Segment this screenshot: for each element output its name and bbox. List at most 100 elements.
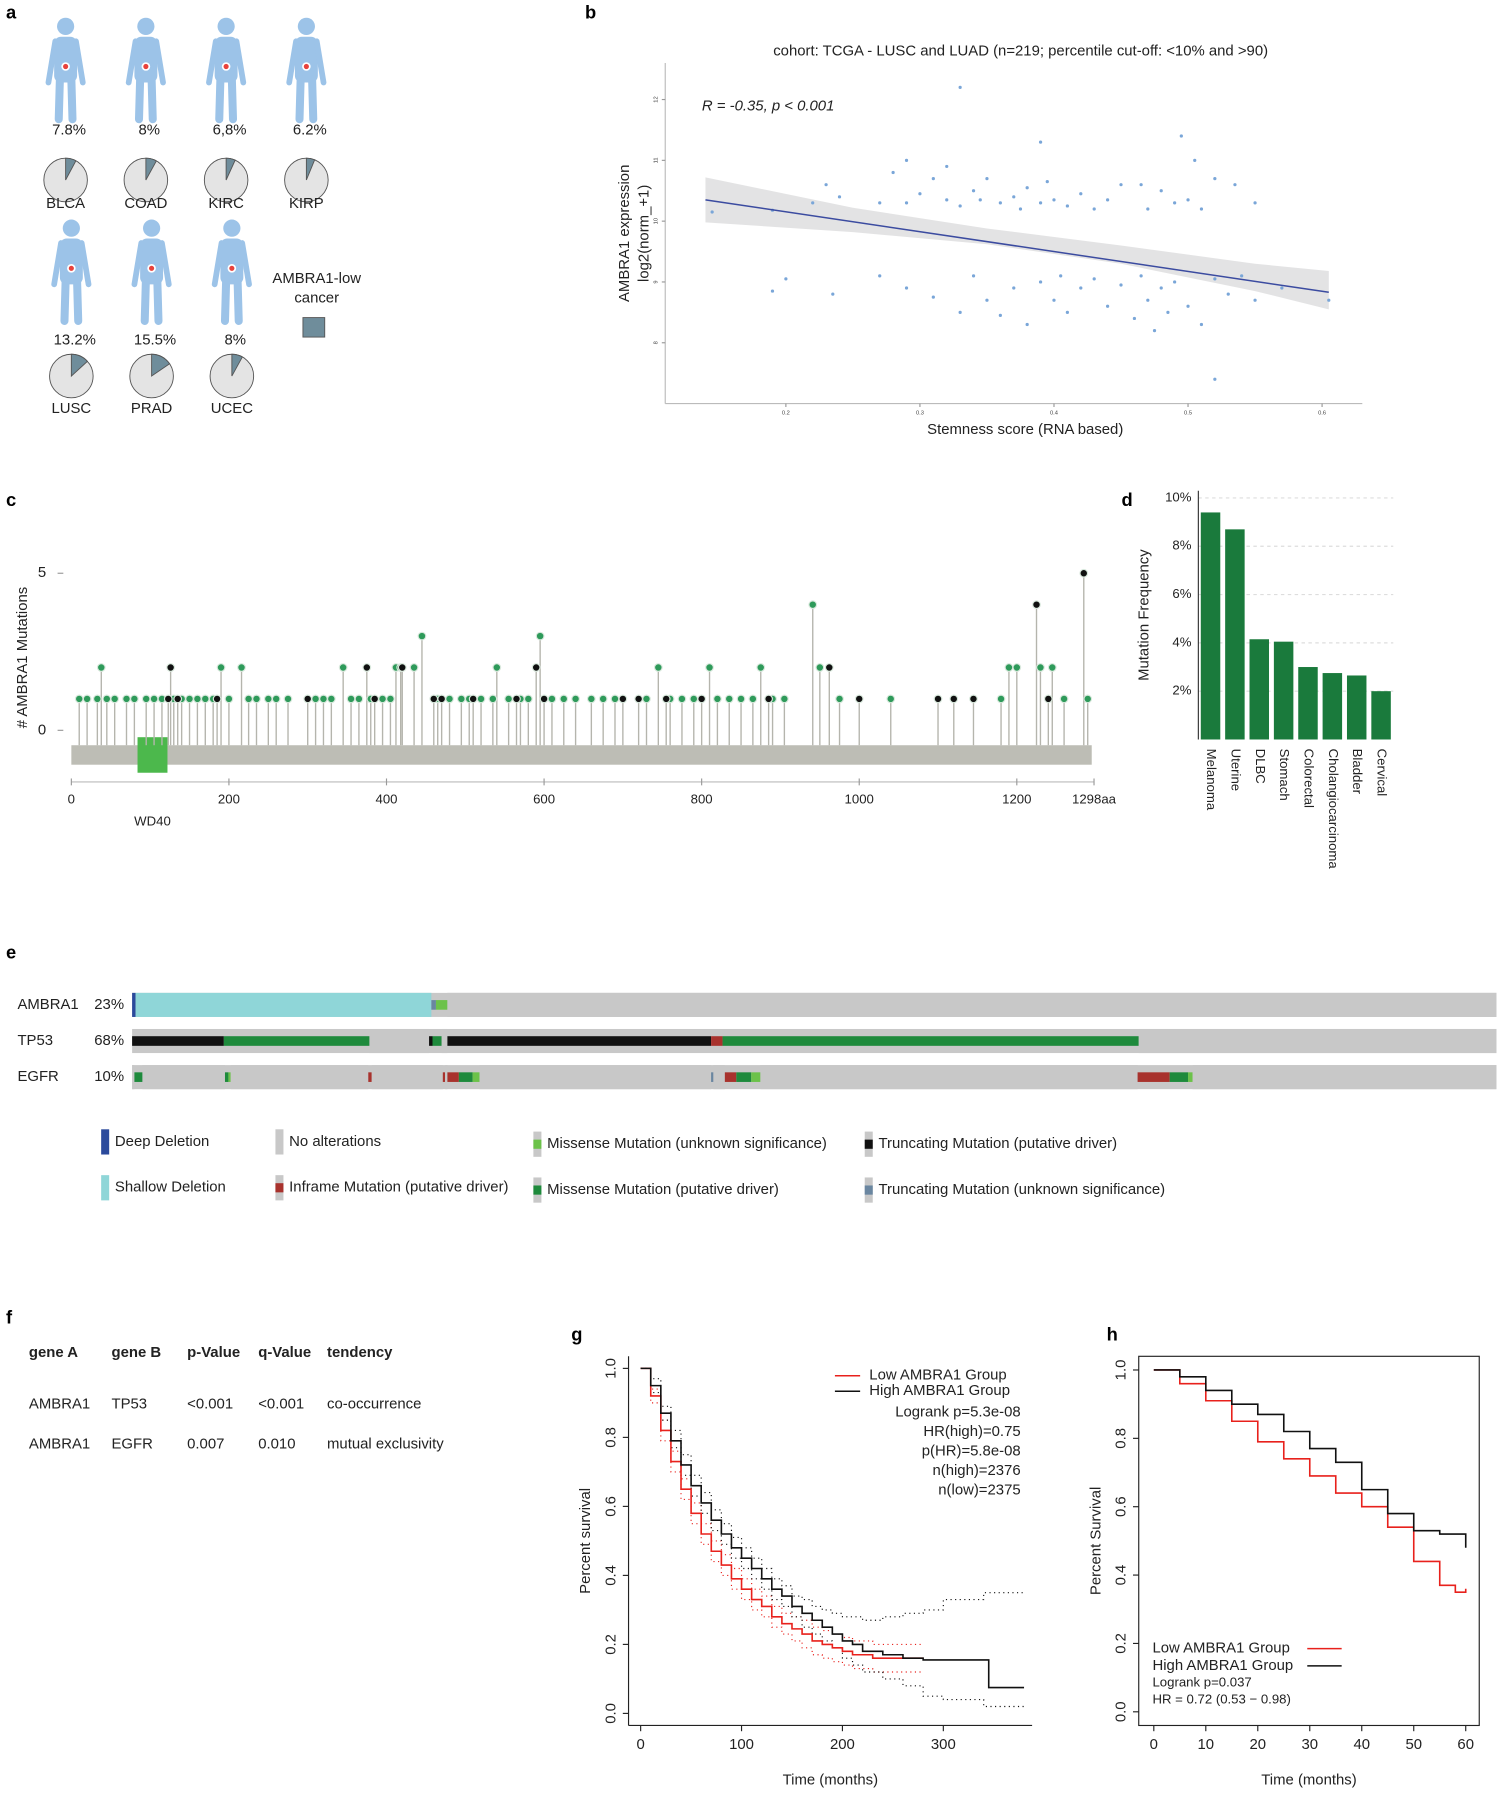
body-head <box>137 17 155 35</box>
annotation: Logrank p=5.3e-08 <box>895 1404 1020 1420</box>
scatter-point <box>998 201 1002 205</box>
tumor-dot <box>147 263 156 273</box>
lollipop-head <box>193 694 202 704</box>
body-arm <box>233 38 247 86</box>
x-tick-label: 800 <box>691 792 713 807</box>
gene-label: TP53 <box>17 1033 53 1049</box>
tumor-dot <box>67 263 76 273</box>
tumor-dot <box>221 62 231 71</box>
lollipop-head <box>271 694 281 704</box>
scatter-point <box>931 295 935 299</box>
scatter-point <box>1213 277 1217 281</box>
table-cell: 0.007 <box>187 1437 224 1453</box>
legend-label: Deep Deletion <box>115 1134 209 1150</box>
scatter-point <box>958 310 962 314</box>
body-leg <box>134 75 145 124</box>
y-axis-label: Percent Survival <box>1088 1487 1104 1595</box>
y-tick-label: 5 <box>38 565 46 581</box>
body-icon <box>125 17 166 124</box>
pie-slice <box>70 353 89 378</box>
lollipop-head <box>263 694 273 704</box>
scatter-point <box>931 176 935 181</box>
annotation: n(low)=2375 <box>938 1482 1020 1498</box>
x-tick-label: 300 <box>931 1737 956 1753</box>
body-arm <box>286 38 299 86</box>
lollipop-head <box>488 694 498 704</box>
x-tick-label: Bladder <box>1350 749 1365 795</box>
lollipop-head <box>1043 694 1053 704</box>
x-tick-label: 10 <box>1198 1737 1215 1753</box>
alteration-percent: 10% <box>94 1069 124 1085</box>
x-tick-label: 100 <box>729 1737 754 1753</box>
scatter-point <box>958 204 962 208</box>
x-tick-label: Cervical <box>1375 749 1390 797</box>
x-tick-label: 600 <box>533 792 555 807</box>
body-arm <box>51 240 64 288</box>
body-torso <box>54 36 78 83</box>
body-arm <box>159 240 172 288</box>
lollipop-head <box>417 631 427 641</box>
x-tick-label: DLBC <box>1253 749 1268 785</box>
table-cell: mutual exclusivity <box>327 1437 444 1453</box>
body-leg <box>140 276 150 326</box>
scatter-point <box>1132 316 1137 321</box>
body-leg <box>147 75 157 124</box>
scatter-point <box>1012 286 1016 290</box>
x-tick-label: 50 <box>1405 1737 1422 1753</box>
lollipop-head <box>82 694 92 704</box>
lollipop-head <box>445 694 454 704</box>
scatter-point <box>878 201 882 205</box>
alteration-run <box>472 1072 480 1082</box>
y-tick-label: 4% <box>1172 634 1191 649</box>
lollipop-head <box>610 694 620 704</box>
alteration-run <box>429 1036 433 1046</box>
scatter-point <box>971 274 976 278</box>
bar <box>1200 512 1221 740</box>
pie-category: COAD <box>124 196 167 212</box>
lollipop-head <box>677 694 687 704</box>
tumor-dot <box>141 62 151 71</box>
pie-slice <box>145 157 157 181</box>
alteration-run <box>447 1072 459 1082</box>
x-tick-label: 40 <box>1353 1737 1370 1753</box>
alteration-run <box>441 1028 448 1054</box>
scatter-point <box>945 198 949 202</box>
body-icon <box>51 219 92 326</box>
lollipop-head <box>634 694 643 704</box>
scatter-point <box>784 277 788 281</box>
lollipop-head <box>512 694 521 704</box>
legend-label: Low AMBRA1 Group <box>869 1368 1006 1384</box>
legend-label: Truncating Mutation (putative driver) <box>878 1136 1117 1152</box>
pie-category: BLCA <box>46 196 85 212</box>
lollipop-head <box>1079 568 1089 578</box>
bar <box>1249 639 1270 740</box>
tumor-dot <box>227 263 237 273</box>
y-axis-label: log2(norm_+1) <box>637 185 653 282</box>
scatter-point <box>1025 322 1029 327</box>
x-tick-label: 60 <box>1457 1737 1474 1753</box>
legend-swatch <box>864 1139 873 1149</box>
panel-label: h <box>1107 1324 1118 1345</box>
panel-label: f <box>6 1306 13 1327</box>
y-tick-label: 0 <box>38 722 46 738</box>
legend-swatch <box>101 1175 110 1201</box>
lollipop-head <box>713 694 722 704</box>
bar <box>1346 675 1367 740</box>
scatter-point <box>1119 183 1123 187</box>
body-arm <box>153 38 166 86</box>
scatter-point <box>1139 274 1143 278</box>
alteration-percent: 23% <box>94 997 124 1013</box>
x-tick-label: 0.5 <box>1184 410 1192 416</box>
lollipop-head <box>338 663 348 672</box>
lollipop-head <box>815 663 825 672</box>
scatter-point <box>918 192 922 196</box>
scatter-point <box>1105 198 1110 202</box>
alteration-run <box>447 1036 712 1046</box>
body-arm <box>131 240 145 288</box>
alteration-run <box>224 1072 229 1082</box>
body-leg <box>295 75 305 124</box>
body-leg <box>215 75 225 124</box>
pie-category: KIRC <box>208 196 244 212</box>
scatter-point <box>1052 198 1056 202</box>
